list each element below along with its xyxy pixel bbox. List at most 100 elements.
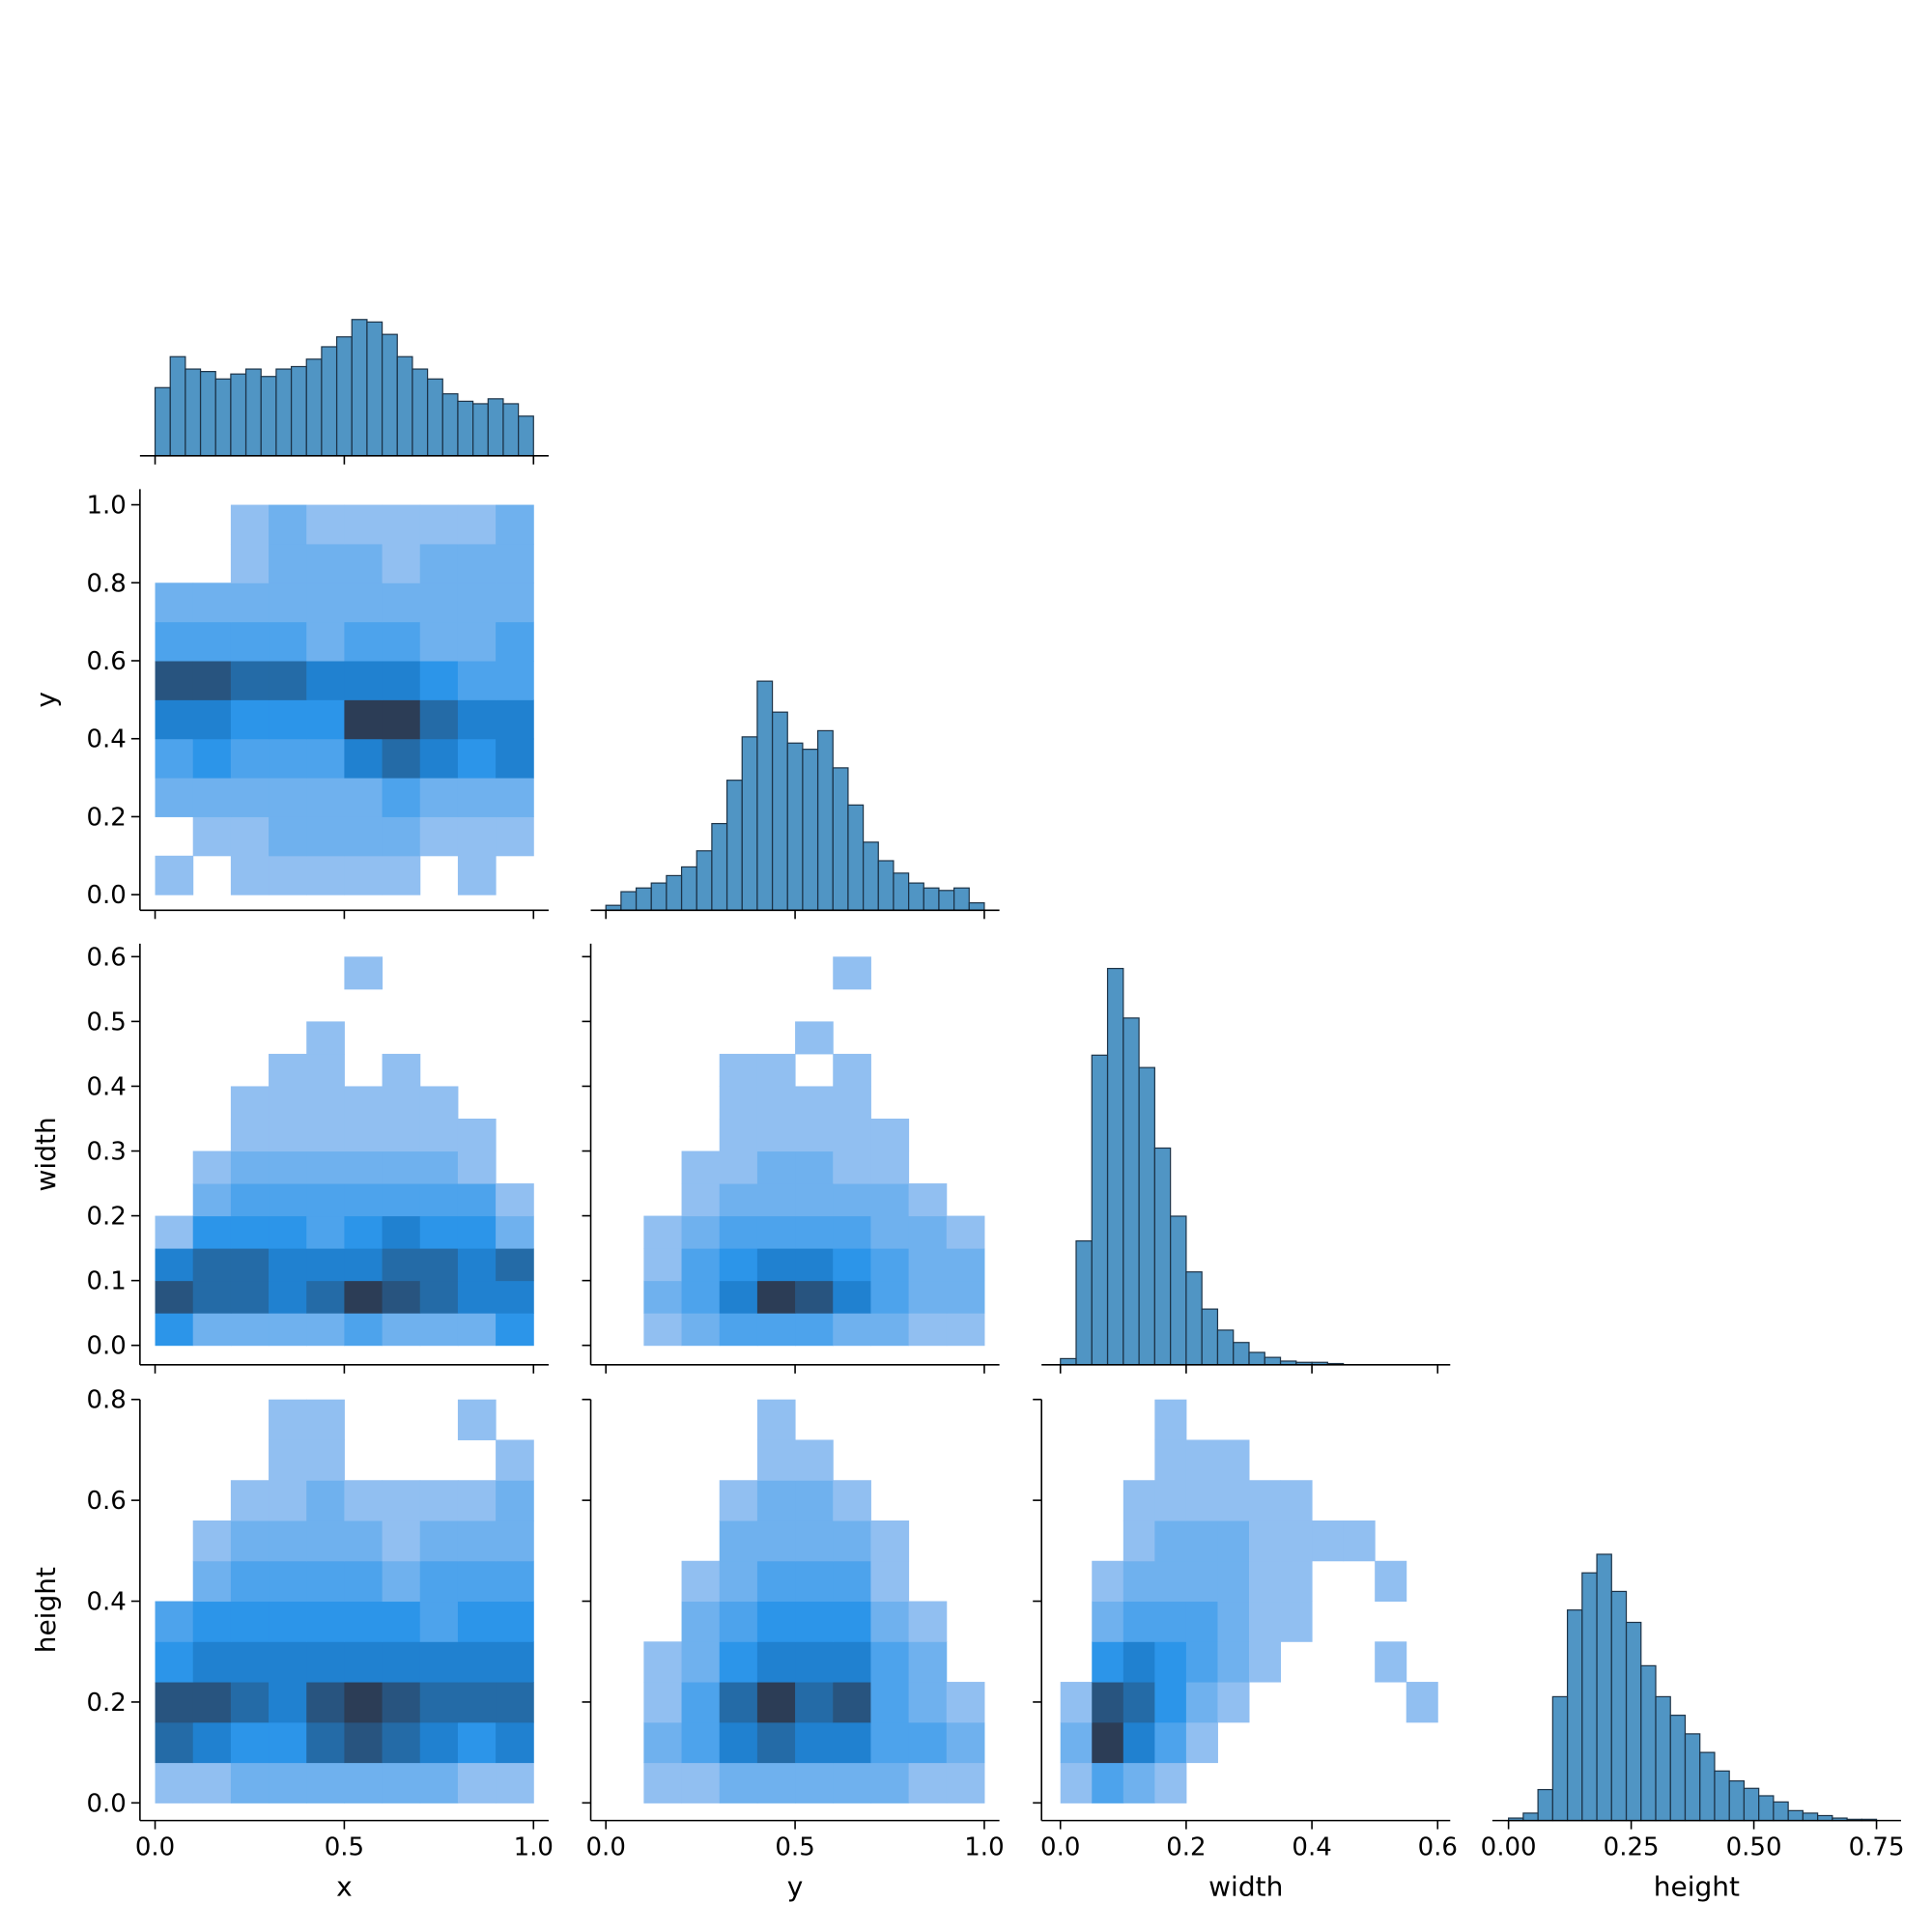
hist2d-cell [496, 816, 534, 857]
hist2d-cell [155, 855, 194, 895]
hist2d-cell [643, 1280, 683, 1314]
hist2d-cell [419, 1641, 459, 1683]
hist2d-cell [870, 1721, 910, 1764]
hist2d-cell [230, 582, 270, 623]
hist2d-cell [1280, 1601, 1313, 1642]
hist2d-cell [419, 1762, 459, 1804]
y-tick-label: 0.1 [87, 1267, 127, 1296]
hist2d-cell [908, 1682, 948, 1723]
hist2d-cell [306, 1086, 345, 1120]
hist2d-cell [457, 1183, 497, 1217]
hist2d-cell [870, 1762, 910, 1804]
y-tick-label: 0.2 [87, 803, 127, 832]
hist2d-cell [457, 1118, 497, 1152]
hist2d-cell [1154, 1721, 1187, 1764]
hist-bar [199, 371, 216, 457]
hist2d-cell [269, 1520, 307, 1562]
hist2d-cell [344, 1215, 384, 1249]
y-axis-label: height [30, 1567, 62, 1653]
hist-bar [472, 403, 489, 457]
hist2d-cell [1217, 1520, 1250, 1562]
hist-bar [1106, 967, 1124, 1366]
hist2d-cell [306, 1021, 345, 1055]
hist2d-cell [1092, 1762, 1124, 1804]
hist2d-cell [1122, 1682, 1155, 1723]
hist-bar [1566, 1609, 1583, 1822]
hist2d-cell [756, 1215, 796, 1249]
hist2d-cell [155, 1248, 194, 1282]
hist2d-cell [1248, 1520, 1282, 1562]
hist2d-cell [719, 1560, 758, 1603]
hist2d-cell [269, 1118, 307, 1152]
x-tick-label: 0.5 [325, 1833, 364, 1862]
hist2d-cell [457, 699, 497, 740]
hist2d-cell [155, 1641, 194, 1683]
hist2d-cell [795, 1248, 834, 1282]
hist2d-cell [419, 504, 459, 545]
hist-bar [847, 804, 865, 911]
hist2d-cell [269, 621, 307, 662]
hist2d-cell [756, 1601, 796, 1642]
hist2d-cell [908, 1248, 948, 1282]
hist2d-cell [344, 1280, 384, 1314]
hist2d-cell [946, 1215, 985, 1249]
hist2d-cell [230, 1183, 270, 1217]
hist2d-cell [756, 1053, 796, 1087]
hist2d-cell [306, 816, 345, 857]
hist2d-cell [496, 1641, 534, 1683]
hist-bar [230, 373, 247, 457]
y-tick-label: 0.6 [87, 647, 127, 676]
hist2d-cell [192, 660, 232, 700]
hist2d-cell [496, 1682, 534, 1723]
hist2d-cell [457, 778, 497, 817]
hist2d-cell [870, 1118, 910, 1152]
hist2d-cell [344, 582, 384, 623]
hist-bar [1743, 1787, 1760, 1822]
hist2d-cell [1217, 1480, 1250, 1521]
hist-bar [771, 711, 788, 911]
hist-bar [816, 729, 834, 911]
x-tick-label: 0.00 [1481, 1833, 1537, 1862]
hist2d-cell [1280, 1560, 1313, 1603]
hist2d-cell [457, 738, 497, 779]
hist2d-cell [230, 1682, 270, 1723]
hist-bar [1185, 1271, 1203, 1366]
hist2d-cell [382, 1215, 421, 1249]
hist2d-cell [269, 1215, 307, 1249]
hist2d-cell [496, 660, 534, 700]
hist2d-cell [230, 1762, 270, 1804]
hist2d-cell [908, 1183, 948, 1217]
hist2d-cell [344, 738, 384, 779]
hist2d-cell [908, 1641, 948, 1683]
hist2d-cell [795, 1313, 834, 1347]
hist2d-cell [192, 1560, 232, 1603]
hist2d-cell [269, 1641, 307, 1683]
x-tick-label: 1.0 [964, 1833, 1004, 1862]
hist2d-cell [946, 1280, 985, 1314]
hist2d-cell [269, 1151, 307, 1184]
hist2d-cell [1092, 1641, 1124, 1683]
hist2d-cell [419, 1480, 459, 1521]
hist2d-cell [306, 1313, 345, 1347]
hist2d-cell [795, 1086, 834, 1120]
hist2d-cell [457, 660, 497, 700]
hist2d-cell [230, 1560, 270, 1603]
hist-bar [1758, 1795, 1775, 1822]
hist2d-cell [306, 1520, 345, 1562]
hist2d-cell [306, 1601, 345, 1642]
hist2d-cell [192, 1313, 232, 1347]
hist2d-cell [1406, 1682, 1438, 1723]
hist2d-cell [344, 1721, 384, 1764]
hist2d-cell [269, 543, 307, 583]
hist2d-cell [382, 1086, 421, 1120]
hist-bar [711, 822, 728, 911]
hist2d-cell [382, 1762, 421, 1804]
hist2d-cell [306, 504, 345, 545]
hist2d-cell [756, 1641, 796, 1683]
hist2d-cell [230, 621, 270, 662]
hist2d-cell [1154, 1520, 1187, 1562]
hist2d-cell [230, 816, 270, 857]
hist2d-cell [306, 1248, 345, 1282]
hist2d-cell [1185, 1601, 1218, 1642]
hist2d-cell [496, 1762, 534, 1804]
